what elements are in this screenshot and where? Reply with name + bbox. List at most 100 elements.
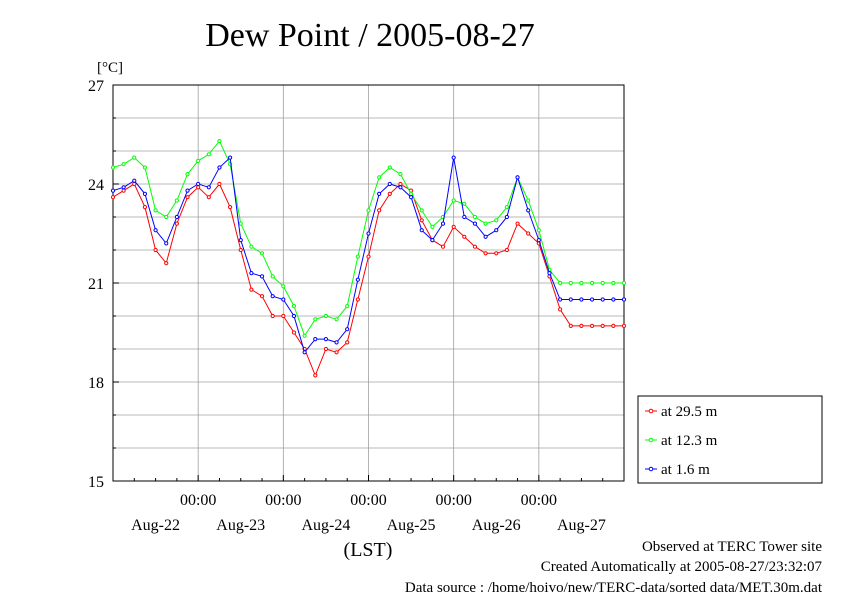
grid [113,85,624,481]
data-point [430,238,435,243]
y-tick-label: 24 [88,177,104,194]
data-point [451,155,456,160]
data-point [462,234,467,239]
data-point [621,280,627,286]
data-point [451,198,456,203]
data-point [568,280,573,286]
data-point [334,317,339,322]
data-point [132,155,137,160]
x-date-label: Aug-24 [301,517,350,534]
data-point [313,373,318,378]
data-point [440,221,446,226]
data-point [345,327,350,332]
data-point [398,181,403,187]
data-point [462,214,467,220]
chart-title: Dew Point / 2005-08-27 [205,17,535,54]
legend-label: at 29.5 m [661,404,718,420]
data-point [472,221,478,226]
data-point [110,195,116,200]
x-axis-label: (LST) [344,539,393,561]
data-point [355,297,360,302]
data-point [153,247,158,253]
legend-swatch-marker [648,408,654,414]
data-point [238,221,243,226]
data-point [387,181,392,187]
data-point [270,294,275,299]
data-point [355,254,360,259]
data-point [398,172,403,177]
x-tick-time-label: 00:00 [435,492,471,509]
legend-label: at 1.6 m [661,462,710,478]
data-point [291,313,297,319]
data-point [228,205,233,210]
data-point [526,198,531,203]
data-point [504,247,509,253]
data-point [142,165,148,170]
data-point [323,313,329,319]
data-point [238,238,243,243]
data-point [494,251,499,256]
data-point [579,280,584,286]
data-point [611,323,616,328]
legend-swatch-marker [648,466,654,472]
x-tick-time-label: 00:00 [265,492,301,509]
data-point [345,304,350,309]
data-point [387,165,392,170]
data-point [611,280,616,286]
data-point [558,297,563,302]
data-point [132,178,137,183]
data-point [440,244,446,249]
data-point [589,297,595,302]
data-point [323,346,329,352]
data-point [153,208,158,213]
data-point [408,195,414,200]
data-point [259,294,265,299]
data-point [313,317,318,322]
legend-label: at 12.3 m [661,433,718,449]
data-point [238,247,243,253]
data-point [515,221,520,226]
x-date-label: Aug-27 [557,517,606,534]
data-point [196,158,201,163]
data-point [185,188,190,193]
x-date-label: Aug-22 [131,517,180,534]
data-point [589,280,595,286]
data-point [536,228,541,233]
x-date-label: Aug-25 [387,517,436,534]
data-point [196,181,201,187]
series-group [110,139,627,378]
data-point [142,205,148,210]
data-point [483,221,488,226]
data-point [291,330,297,335]
data-point [451,224,456,229]
data-point [121,185,126,190]
series-3 [110,155,627,355]
data-point [504,205,509,210]
data-point [547,271,552,276]
data-point [196,185,201,190]
data-point [579,323,584,328]
data-point [313,337,318,342]
data-point [526,208,531,213]
data-point [174,198,179,203]
data-point [377,191,382,196]
footer-created-at: Created Automatically at 2005-08-27/23:3… [541,559,823,575]
data-point [600,280,605,286]
data-point [526,231,531,236]
data-point [334,340,339,345]
data-point [185,172,190,177]
data-point [483,251,488,256]
data-point [483,234,488,239]
data-point [600,323,605,328]
y-axis: 15 18 21 24 27 [88,78,119,491]
y-tick-label: 21 [88,276,104,293]
data-point [377,208,382,213]
data-point [217,165,222,170]
y-tick-label: 18 [88,375,104,392]
data-point [153,228,158,233]
x-tick-time-label: 00:00 [521,492,557,509]
data-point [249,287,254,292]
data-point [472,214,478,220]
